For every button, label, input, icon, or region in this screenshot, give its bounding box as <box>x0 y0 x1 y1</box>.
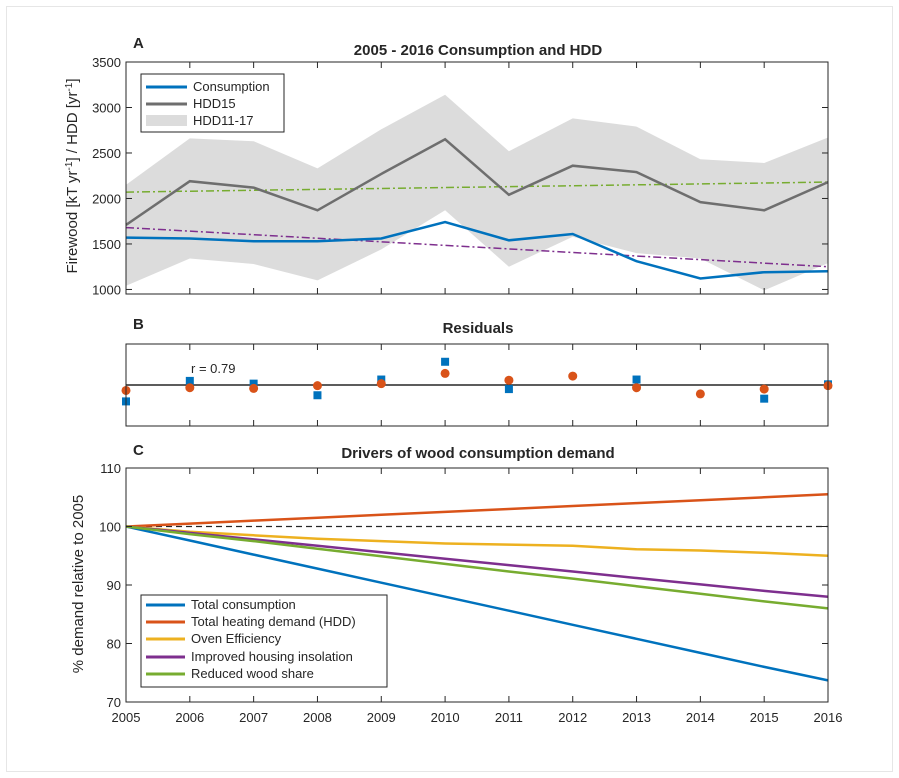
trend-line-hdd <box>125 181 829 193</box>
hdd15-line <box>125 137 829 226</box>
total-consumption-line <box>125 525 829 682</box>
residual-square-point <box>760 394 769 403</box>
wood-share-line <box>125 525 829 610</box>
panel-c-xtick-label: 2005 <box>112 710 141 725</box>
panel-c-xtick-label: 2014 <box>686 710 715 725</box>
heating-demand-line <box>125 493 829 528</box>
legend-label-hdd15: HDD15 <box>193 96 236 111</box>
panel-c-xtick-label: 2009 <box>367 710 396 725</box>
legend-label-heating-demand: Total heating demand (HDD) <box>191 614 356 629</box>
legend-label-consumption: Consumption <box>193 79 270 94</box>
legend-label-total-consumption: Total consumption <box>191 597 296 612</box>
residual-circle-point <box>440 368 450 378</box>
panel-a-ytick-label: 3000 <box>92 100 121 115</box>
panel-a: A 2005 - 2016 Consumption and HDD Firewo… <box>64 35 829 297</box>
panel-c-xtick-label: 2011 <box>495 710 523 725</box>
panel-c-ytick-label: 110 <box>100 461 121 476</box>
residual-circle-point <box>568 371 578 381</box>
panel-a-ytick-label: 2500 <box>92 146 121 161</box>
panel-c-xtick-label: 2013 <box>622 710 651 725</box>
panel-c-letter: C <box>133 442 144 459</box>
panel-a-letter: A <box>133 35 144 52</box>
panel-c-ytick-label: 100 <box>99 520 121 535</box>
panel-c-xtick-label: 2010 <box>431 710 460 725</box>
residual-circle-point <box>632 383 642 393</box>
residual-square-point <box>504 385 513 394</box>
panel-b-title: Residuals <box>443 320 514 337</box>
legend-label-oven-efficiency: Oven Efficiency <box>191 631 282 646</box>
legend-label-wood-share: Reduced wood share <box>191 666 314 681</box>
panel-c: C Drivers of wood consumption demand % d… <box>70 442 842 725</box>
panel-c-ytick-label: 90 <box>107 578 121 593</box>
trend-line-consumption <box>125 226 829 268</box>
panel-c-ytick-label: 80 <box>107 637 121 652</box>
panel-c-xtick-label: 2008 <box>303 710 332 725</box>
panel-b-correlation: r = 0.79 <box>191 361 235 376</box>
residual-circle-point <box>504 375 514 385</box>
panel-a-ytick-label: 2000 <box>92 191 121 206</box>
legend-label-housing-insolation: Improved housing insolation <box>191 649 353 664</box>
panel-c-legend: Total consumption Total heating demand (… <box>140 594 388 688</box>
panel-b-axes-box <box>125 343 829 427</box>
panel-b: B Residuals r = 0.79 <box>121 316 833 427</box>
legend-label-hdd-band: HDD11-17 <box>193 113 253 128</box>
panel-a-ytick-label: 1500 <box>92 237 121 252</box>
residual-circle-point <box>312 381 322 391</box>
panel-b-letter: B <box>133 316 144 333</box>
panel-c-title: Drivers of wood consumption demand <box>341 445 614 462</box>
panel-c-xtick-label: 2015 <box>750 710 779 725</box>
residual-square-point <box>632 375 641 384</box>
panel-c-ytick-label: 70 <box>107 695 121 710</box>
residual-circle-point <box>185 383 195 393</box>
panel-a-ylabel: Firewood [kT yr-1] / HDD [yr-1] <box>64 78 81 273</box>
consumption-line <box>125 220 829 280</box>
panel-a-title: 2005 - 2016 Consumption and HDD <box>354 42 603 59</box>
panel-c-xtick-label: 2006 <box>175 710 204 725</box>
panel-c-xtick-label: 2016 <box>814 710 843 725</box>
residual-square-point <box>249 379 258 388</box>
legend-box <box>140 594 388 688</box>
figure-frame <box>6 6 893 772</box>
residual-square-point <box>185 376 194 385</box>
panel-c-ylabel: % demand relative to 2005 <box>70 495 87 673</box>
panel-a-legend: Consumption HDD15 HDD11-17 <box>140 73 285 133</box>
residual-circle-point <box>695 389 705 399</box>
panel-a-ytick-label: 1000 <box>92 282 121 297</box>
residual-square-point <box>441 357 450 366</box>
panel-a-ytick-label: 3500 <box>92 55 121 70</box>
panel-a-axes-box <box>125 61 829 295</box>
residual-circle-point <box>759 384 769 394</box>
residual-circle-point <box>376 379 386 389</box>
housing-insolation-line <box>125 525 829 598</box>
legend-swatch-hdd-band <box>146 115 187 126</box>
oven-efficiency-line <box>125 525 829 558</box>
residual-circle-point <box>249 383 259 393</box>
panel-c-xtick-label: 2012 <box>558 710 587 725</box>
residual-square-point <box>313 391 322 400</box>
panel-c-xtick-label: 2007 <box>239 710 268 725</box>
